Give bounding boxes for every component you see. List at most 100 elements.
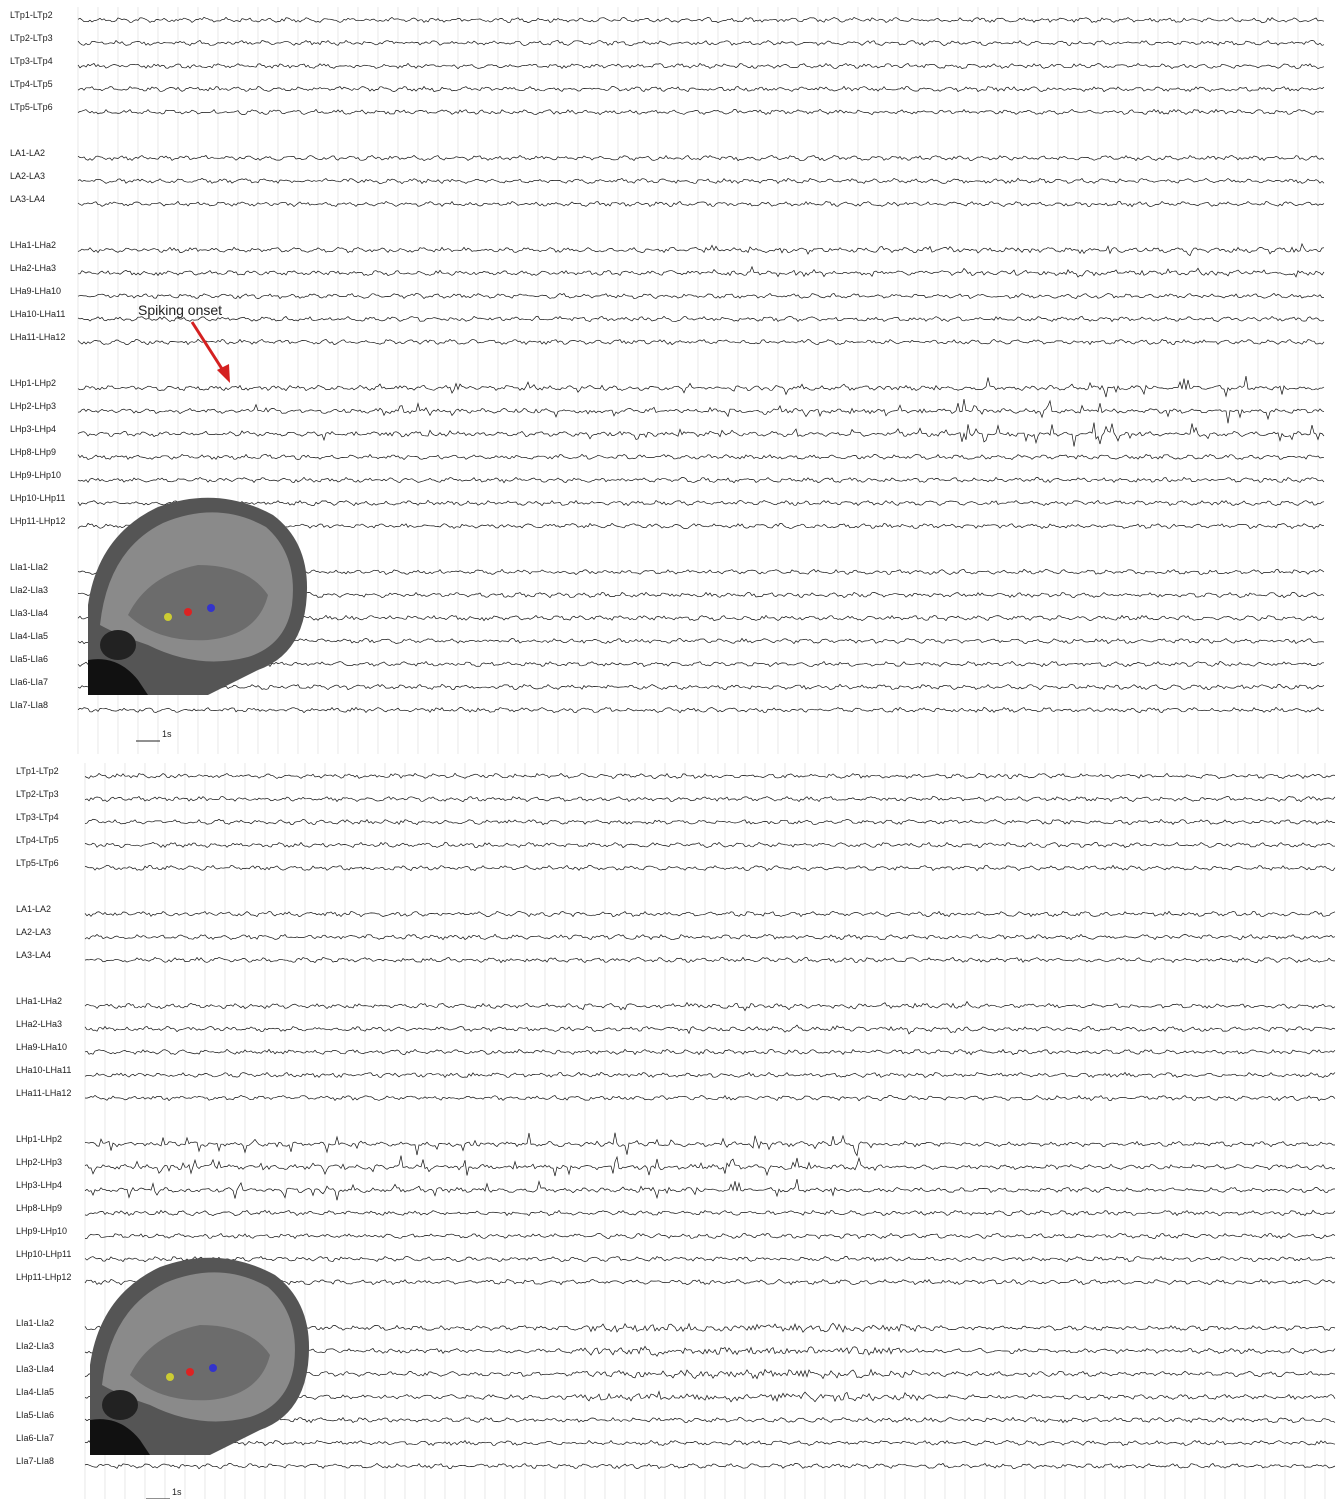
channel-label: LHp2-LHp3	[10, 401, 56, 411]
eeg-trace	[84, 1255, 1336, 1263]
eeg-trace	[84, 1048, 1336, 1056]
eeg-trace	[77, 376, 1325, 398]
channel-label: LHp1-LHp2	[10, 378, 56, 388]
channel-label: LTp5-LTp6	[16, 858, 59, 868]
channel-label: LHa1-LHa2	[16, 996, 62, 1006]
channel-label: LA1-LA2	[16, 904, 51, 914]
eeg-trace	[77, 476, 1325, 484]
channel-label: LA1-LA2	[10, 148, 45, 158]
channel-label: LHa2-LHa3	[10, 263, 56, 273]
eeg-trace	[77, 242, 1325, 257]
channel-label: LA3-LA4	[16, 950, 51, 960]
channel-label: LTp1-LTp2	[16, 766, 59, 776]
annotation-arrow	[190, 321, 226, 373]
eeg-trace	[85, 1232, 1336, 1240]
channel-label: LIa2-LIa3	[10, 585, 48, 595]
eeg-trace	[84, 795, 1336, 803]
scale-label: 1s	[172, 1487, 182, 1497]
channel-label: LIa6-LIa7	[10, 677, 48, 687]
eeg-trace	[77, 62, 1325, 70]
eeg-trace	[84, 1278, 1336, 1286]
eeg-trace	[77, 398, 1325, 424]
channel-label: LIa5-LIa6	[16, 1410, 54, 1420]
eeg-trace	[84, 1462, 1336, 1470]
channel-label: LHa2-LHa3	[16, 1019, 62, 1029]
channel-label: LTp3-LTp4	[16, 812, 59, 822]
channel-label: LIa4-LIa5	[16, 1387, 54, 1397]
channel-label: LHa10-LHa11	[16, 1065, 71, 1075]
channel-label: LIa6-LIa7	[16, 1433, 54, 1443]
eeg-trace	[77, 85, 1325, 93]
annotation: Spiking onset	[138, 302, 222, 318]
eeg-trace	[84, 933, 1336, 941]
eeg-trace	[77, 453, 1325, 460]
eeg-trace	[84, 1024, 1336, 1035]
channel-label: LHp2-LHp3	[16, 1157, 62, 1167]
channel-label: LTp4-LTp5	[16, 835, 59, 845]
channel-label: LIa2-LIa3	[16, 1341, 54, 1351]
channel-label: LTp4-LTp5	[10, 79, 53, 89]
channel-label: LIa3-LIa4	[10, 608, 48, 618]
eeg-trace	[84, 1155, 1336, 1177]
eeg-trace	[84, 1179, 1335, 1201]
eeg-trace	[84, 818, 1336, 826]
eeg-trace	[77, 39, 1325, 47]
channel-label: LTp2-LTp3	[10, 33, 53, 43]
channel-label: LHa1-LHa2	[10, 240, 56, 250]
eeg-trace	[77, 154, 1325, 162]
eeg-trace	[84, 1000, 1336, 1012]
eeg-trace	[77, 292, 1325, 300]
channel-label: LA3-LA4	[10, 194, 45, 204]
eeg-trace	[77, 16, 1325, 24]
eeg-trace	[84, 864, 1336, 872]
channel-label: LA2-LA3	[16, 927, 51, 937]
eeg-trace	[84, 1132, 1335, 1157]
channel-label: LHa10-LHa11	[10, 309, 65, 319]
eeg-trace	[84, 1094, 1336, 1102]
mri-image	[90, 1257, 310, 1455]
channel-label: LHp1-LHp2	[16, 1134, 62, 1144]
eeg-trace	[77, 338, 1325, 346]
eeg-trace	[84, 1416, 1336, 1424]
channel-label: LTp1-LTp2	[10, 10, 53, 20]
channel-label: LHp3-LHp4	[16, 1180, 62, 1190]
eeg-trace	[84, 1209, 1336, 1217]
channel-label: LHp9-LHp10	[16, 1226, 67, 1236]
channel-label: LHp10-LHp11	[16, 1249, 71, 1259]
eeg-trace	[84, 1439, 1336, 1447]
eeg-trace	[78, 265, 1325, 278]
eeg-trace	[77, 683, 1325, 691]
channel-label: LIa4-LIa5	[10, 631, 48, 641]
eeg-trace	[77, 706, 1325, 714]
eeg-trace	[84, 841, 1336, 849]
scale-label: 1s	[162, 729, 172, 739]
channel-label: LHa11-LHa12	[16, 1088, 71, 1098]
channel-label: LHp11-LHp12	[10, 516, 65, 526]
channel-label: LIa1-LIa2	[10, 562, 48, 572]
eeg-trace	[77, 315, 1325, 323]
channel-label: LIa1-LIa2	[16, 1318, 54, 1328]
eeg-trace	[77, 499, 1325, 507]
channel-label: LHp8-LHp9	[16, 1203, 62, 1213]
channel-label: LIa3-LIa4	[16, 1364, 54, 1374]
channel-label: LTp5-LTp6	[10, 102, 53, 112]
channel-label: LHp8-LHp9	[10, 447, 56, 457]
eeg-trace	[77, 422, 1325, 447]
channel-label: LHa9-LHa10	[16, 1042, 67, 1052]
channel-label: LIa7-LIa8	[16, 1456, 54, 1466]
channel-label: LHp9-LHp10	[10, 470, 61, 480]
channel-label: LHa9-LHa10	[10, 286, 61, 296]
eeg-trace	[77, 660, 1324, 668]
eeg-trace	[84, 956, 1335, 964]
channel-label: LIa5-LIa6	[10, 654, 48, 664]
channel-label: LIa7-LIa8	[10, 700, 48, 710]
channel-label: LTp2-LTp3	[16, 789, 59, 799]
eeg-trace	[84, 1071, 1336, 1079]
eeg-trace	[77, 200, 1325, 208]
channel-label: LHp11-LHp12	[16, 1272, 71, 1282]
eeg-trace	[84, 910, 1336, 918]
mri-inset	[90, 1257, 310, 1455]
channel-label: LHa11-LHa12	[10, 332, 65, 342]
arrow-head	[217, 364, 230, 383]
